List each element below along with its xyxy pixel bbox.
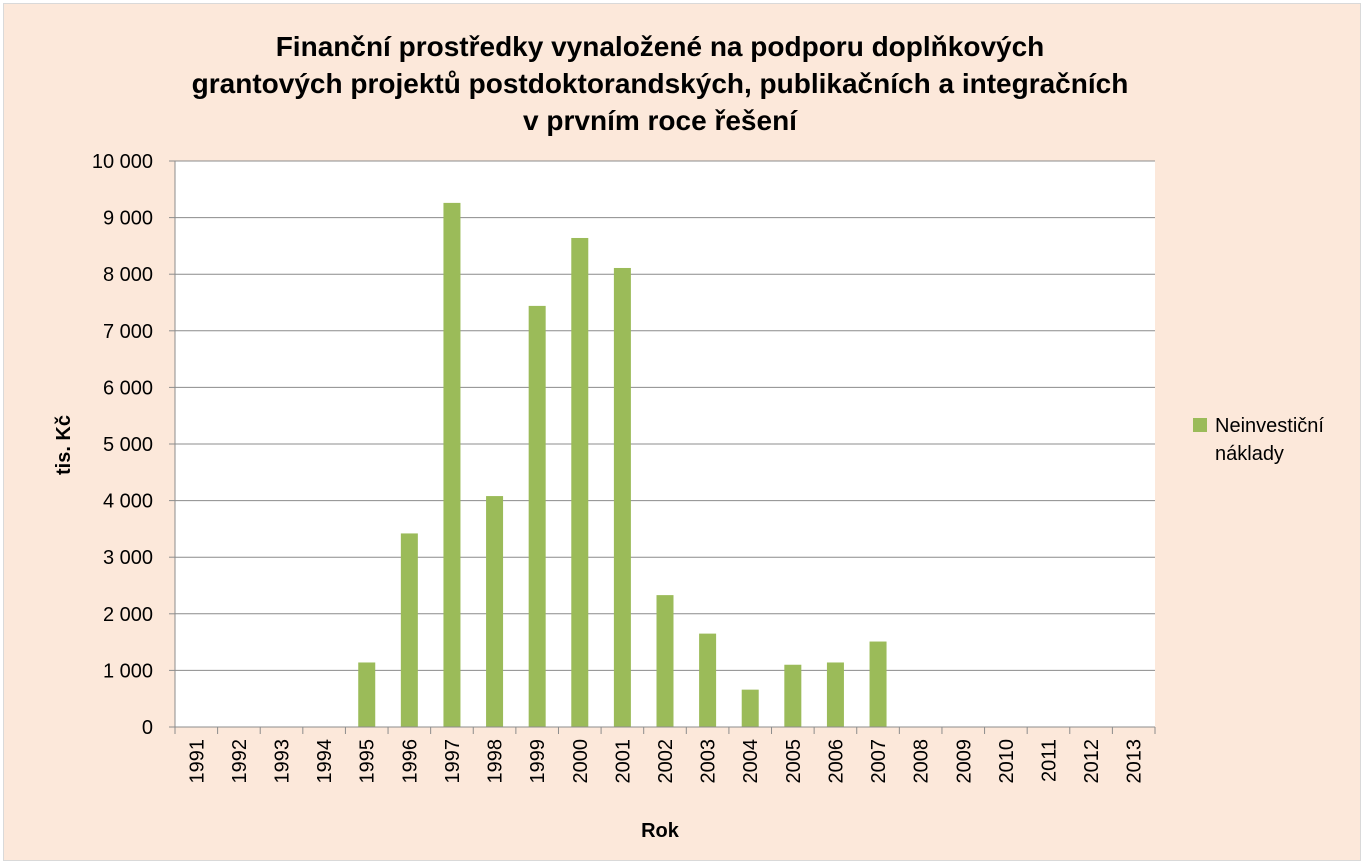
x-tick-label: 2008 — [911, 739, 933, 784]
bar — [443, 202, 461, 727]
y-tick-labels: 0 1 000 2 000 3 000 4 000 5 000 6 000 7 000 8 00… — [92, 151, 153, 739]
bar — [869, 641, 887, 727]
y-tick-label: 2 000 — [103, 604, 153, 626]
x-tick-label: 2003 — [698, 739, 720, 784]
x-tick-label: 2009 — [953, 739, 975, 784]
legend-label: Neinvestiční náklady — [1215, 415, 1324, 465]
y-tick-label: 5 000 — [103, 434, 153, 456]
x-tick-label: 2012 — [1081, 739, 1103, 784]
bar — [358, 662, 376, 727]
y-tick-label: 1 000 — [103, 660, 153, 682]
x-tick-label: 2004 — [740, 739, 762, 784]
chart-title: Finanční prostředky vynaložené na podpor… — [191, 31, 1129, 137]
y-tick-label: 9 000 — [103, 208, 153, 230]
y-axis-title: tis. Kč — [53, 415, 75, 475]
x-tick-label: 1999 — [527, 739, 549, 784]
x-tick-label: 1996 — [399, 739, 421, 784]
x-tick-label: 1994 — [314, 739, 336, 784]
bar — [784, 664, 802, 727]
axes — [169, 160, 1156, 734]
bar — [741, 689, 759, 727]
y-tick-label: 10 000 — [92, 151, 153, 173]
x-tick-label: 2002 — [655, 739, 677, 784]
bar — [528, 305, 546, 727]
x-tick-label: 1991 — [186, 739, 208, 784]
bar — [826, 662, 844, 727]
y-tick-label: 6 000 — [103, 377, 153, 399]
x-tick-label: 2001 — [612, 739, 634, 784]
y-tick-label: 4 000 — [103, 491, 153, 513]
y-tick-label: 8 000 — [103, 264, 153, 286]
x-tick-label: 1998 — [485, 739, 507, 784]
x-tick-label: 2000 — [570, 739, 592, 784]
bar — [699, 633, 717, 727]
bar — [400, 533, 418, 727]
bar — [656, 595, 674, 727]
x-tick-label: 2011 — [1038, 739, 1060, 782]
x-tick-label: 2006 — [825, 739, 847, 784]
y-tick-label: 0 — [142, 717, 153, 739]
legend-swatch — [1193, 418, 1207, 432]
bars — [358, 202, 887, 727]
bar — [486, 496, 504, 727]
bar — [613, 267, 631, 727]
bar — [571, 237, 589, 727]
x-tick-label: 2007 — [868, 739, 890, 784]
x-tick-label: 1992 — [229, 739, 251, 784]
x-tick-label: 2005 — [783, 739, 805, 784]
x-tick-label: 1993 — [272, 739, 294, 784]
x-tick-label: 1995 — [357, 739, 379, 784]
x-axis-title: Rok — [641, 820, 680, 842]
x-tick-labels: 1991 1992 1993 1994 1995 1996 1997 1998 1999 2000… — [186, 739, 1145, 784]
x-tick-label: 2013 — [1124, 739, 1146, 784]
x-tick-label: 1997 — [442, 739, 464, 784]
x-tick-label: 2010 — [996, 739, 1018, 784]
y-tick-label: 3 000 — [103, 547, 153, 569]
y-tick-label: 7 000 — [103, 321, 153, 343]
